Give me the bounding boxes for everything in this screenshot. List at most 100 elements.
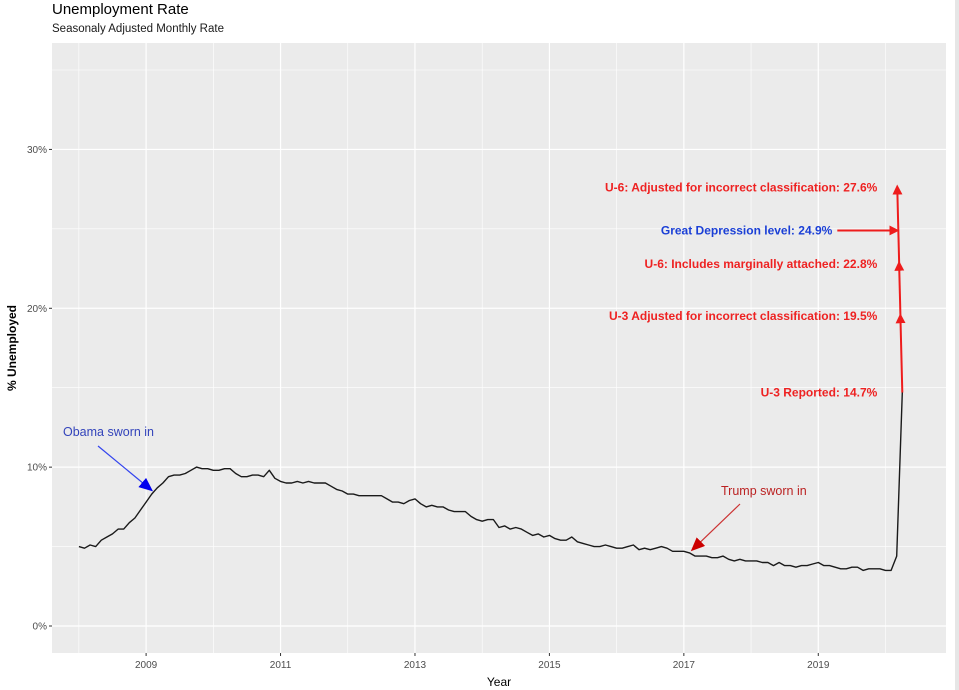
x-axis-title: Year bbox=[487, 675, 511, 689]
u6-marginal-label: U-6: Includes marginally attached: 22.8% bbox=[645, 257, 878, 271]
data-point bbox=[667, 548, 668, 549]
data-point bbox=[611, 546, 612, 547]
data-point bbox=[796, 567, 797, 568]
data-point bbox=[807, 565, 808, 566]
data-point bbox=[123, 529, 124, 530]
data-point bbox=[314, 483, 315, 484]
x-tick-label: 2011 bbox=[270, 660, 292, 671]
data-point bbox=[812, 564, 813, 565]
data-point bbox=[107, 537, 108, 538]
data-point bbox=[219, 470, 220, 471]
data-point bbox=[241, 476, 242, 477]
data-point bbox=[874, 568, 875, 569]
data-point bbox=[678, 551, 679, 552]
data-point bbox=[824, 565, 825, 566]
data-point bbox=[818, 562, 819, 563]
y-tick-label: 10% bbox=[27, 463, 47, 474]
u6-adjusted-label: U-6: Adjusted for incorrect classificati… bbox=[605, 181, 878, 195]
data-point bbox=[79, 546, 80, 547]
data-point bbox=[207, 468, 208, 469]
data-point bbox=[375, 495, 376, 496]
data-point bbox=[95, 546, 96, 547]
data-point bbox=[723, 556, 724, 557]
annotations-group: Obama sworn in Trump sworn in U-6: Adjus… bbox=[63, 181, 906, 552]
data-point bbox=[151, 494, 152, 495]
data-point bbox=[381, 495, 382, 496]
data-point bbox=[857, 567, 858, 568]
data-point bbox=[784, 565, 785, 566]
data-point bbox=[230, 468, 231, 469]
data-point bbox=[683, 551, 684, 552]
data-point bbox=[655, 548, 656, 549]
data-point bbox=[347, 494, 348, 495]
data-point bbox=[728, 559, 729, 560]
data-point bbox=[482, 521, 483, 522]
data-point bbox=[700, 556, 701, 557]
data-point bbox=[532, 535, 533, 536]
data-point bbox=[179, 475, 180, 476]
data-point bbox=[263, 476, 264, 477]
data-point bbox=[280, 481, 281, 482]
data-point bbox=[773, 565, 774, 566]
data-point bbox=[499, 527, 500, 528]
data-point bbox=[880, 568, 881, 569]
data-point bbox=[403, 503, 404, 504]
data-point bbox=[594, 546, 595, 547]
spike-arrow-u6-marginal bbox=[894, 260, 905, 317]
data-point bbox=[90, 545, 91, 546]
obama-label: Obama sworn in bbox=[63, 425, 154, 439]
data-point bbox=[571, 537, 572, 538]
data-point bbox=[471, 516, 472, 517]
data-point bbox=[768, 562, 769, 563]
data-point bbox=[896, 556, 897, 557]
y-tick-label: 30% bbox=[27, 145, 47, 156]
data-point bbox=[756, 561, 757, 562]
data-point bbox=[235, 473, 236, 474]
spike-arrow-u3-adjusted bbox=[895, 313, 906, 393]
data-point bbox=[454, 511, 455, 512]
data-point bbox=[627, 546, 628, 547]
data-point bbox=[493, 519, 494, 520]
data-point bbox=[252, 475, 253, 476]
data-point bbox=[577, 541, 578, 542]
plot-panel bbox=[52, 43, 946, 653]
data-point bbox=[135, 518, 136, 519]
data-point bbox=[319, 483, 320, 484]
data-point bbox=[291, 483, 292, 484]
data-point bbox=[174, 475, 175, 476]
u3-reported-label: U-3 Reported: 14.7% bbox=[761, 385, 878, 399]
data-point bbox=[437, 507, 438, 508]
data-point bbox=[303, 483, 304, 484]
data-point bbox=[286, 483, 287, 484]
data-point bbox=[443, 507, 444, 508]
data-point bbox=[527, 532, 528, 533]
data-point bbox=[712, 557, 713, 558]
data-point bbox=[840, 568, 841, 569]
data-point bbox=[790, 565, 791, 566]
data-point bbox=[740, 559, 741, 560]
data-point bbox=[510, 529, 511, 530]
data-point bbox=[829, 565, 830, 566]
data-point bbox=[543, 537, 544, 538]
data-point bbox=[560, 540, 561, 541]
data-point bbox=[392, 502, 393, 503]
data-point bbox=[409, 500, 410, 501]
data-point bbox=[213, 470, 214, 471]
major-gridlines bbox=[52, 43, 946, 653]
data-point bbox=[325, 483, 326, 484]
data-point bbox=[84, 548, 85, 549]
data-point bbox=[191, 470, 192, 471]
data-point bbox=[370, 495, 371, 496]
data-point bbox=[538, 534, 539, 535]
x-tick-label: 2009 bbox=[135, 660, 158, 671]
data-point bbox=[431, 505, 432, 506]
data-point bbox=[426, 507, 427, 508]
data-point bbox=[661, 546, 662, 547]
data-point bbox=[359, 495, 360, 496]
y-tick-label: 20% bbox=[27, 304, 47, 315]
data-point bbox=[846, 568, 847, 569]
data-point bbox=[852, 567, 853, 568]
data-point bbox=[364, 495, 365, 496]
data-point bbox=[549, 535, 550, 536]
